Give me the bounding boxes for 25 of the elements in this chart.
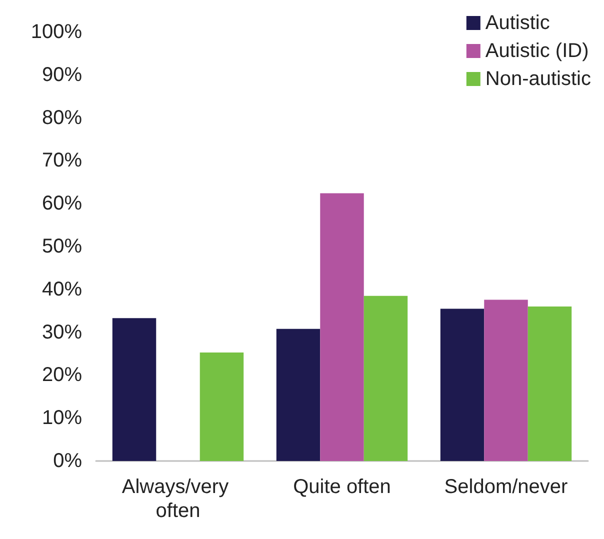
- y-tick-label: 70%: [42, 150, 82, 172]
- bar: [112, 318, 156, 461]
- bar: [484, 300, 528, 461]
- y-tick-label: 90%: [42, 64, 82, 86]
- bar: [200, 352, 244, 461]
- y-tick-label: 0%: [53, 450, 82, 472]
- bar: [364, 296, 408, 461]
- bar: [320, 193, 364, 461]
- y-tick-label: 60%: [42, 192, 82, 215]
- x-tick-label: Always/very often: [122, 476, 234, 522]
- legend-label: Autistic: [485, 12, 550, 34]
- y-tick-label: 20%: [42, 364, 82, 386]
- legend-label: Non-autistic: [485, 68, 592, 90]
- y-tick-label: 100%: [30, 21, 82, 43]
- bar: [528, 306, 572, 461]
- x-tick-label: Quite often: [293, 476, 391, 498]
- bar: [276, 328, 320, 461]
- y-tick-label: 50%: [42, 236, 82, 258]
- bar: [440, 308, 484, 461]
- legend-label: Autistic (ID): [485, 40, 589, 62]
- x-tick-label: Seldom/never: [444, 476, 568, 498]
- y-tick-label: 30%: [42, 321, 82, 344]
- y-tick-label: 40%: [42, 278, 82, 300]
- y-tick-label: 80%: [42, 106, 82, 129]
- y-tick-label: 10%: [42, 407, 82, 430]
